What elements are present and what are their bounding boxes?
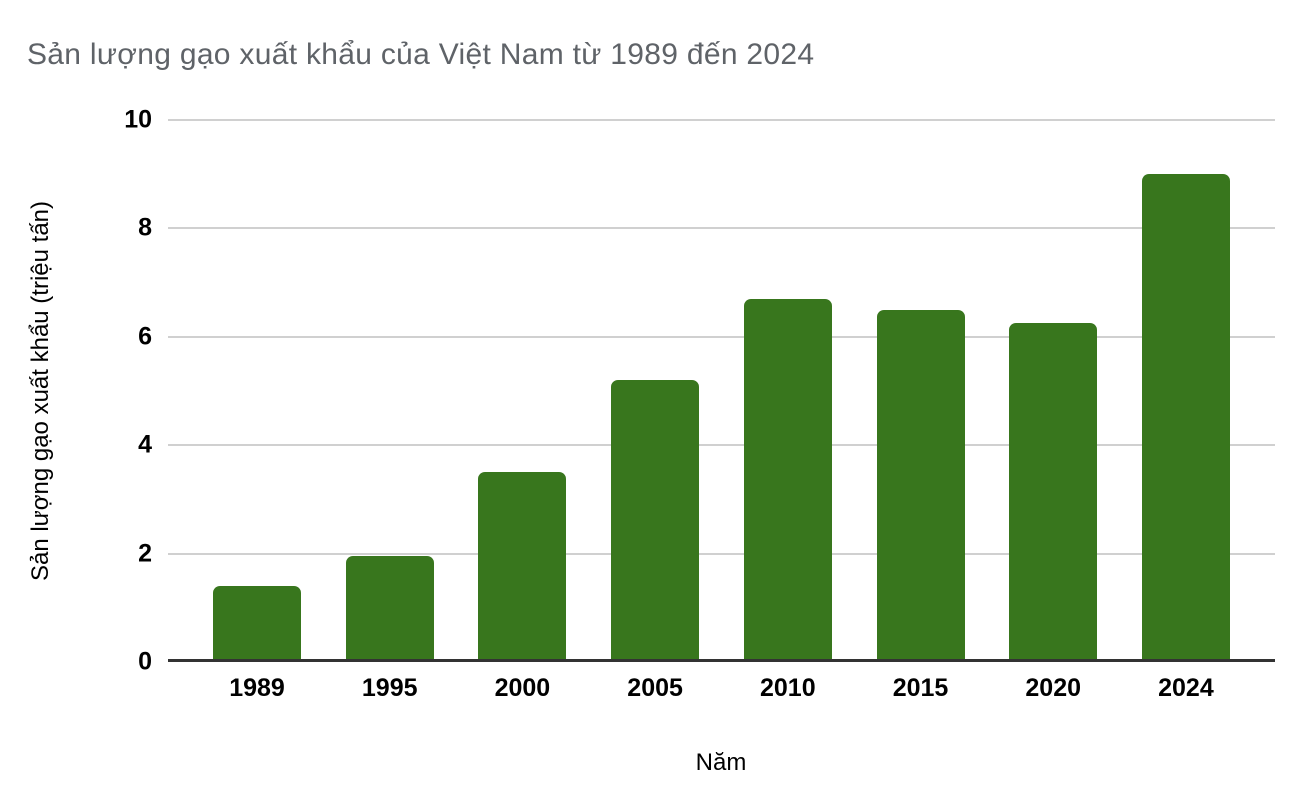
gridline-6 xyxy=(168,335,1275,338)
y-tick-8: 8 xyxy=(138,213,152,242)
x-tick-1989: 1989 xyxy=(229,674,285,702)
gridline-10 xyxy=(168,119,1275,121)
x-axis-title: Năm xyxy=(695,749,747,776)
x-tick-2020: 2020 xyxy=(1025,674,1082,702)
x-axis-labels: 1989 1995 2000 2005 2010 2015 2020 2024 xyxy=(213,672,1230,704)
chart-title: Sản lượng gạo xuất khẩu của Việt Nam từ … xyxy=(27,38,815,71)
gridline-4 xyxy=(168,444,1275,447)
y-axis-title: Sản lượng gạo xuất khẩu (triệu tấn) xyxy=(27,200,54,582)
x-tick-2024: 2024 xyxy=(1158,674,1214,702)
bars-group xyxy=(213,120,1230,662)
bar-2010[interactable] xyxy=(743,298,832,662)
x-tick-2010: 2010 xyxy=(760,674,816,702)
bar-2024[interactable] xyxy=(1141,174,1230,662)
x-axis-line xyxy=(168,659,1275,662)
y-tick-10: 10 xyxy=(124,105,152,134)
y-tick-0: 0 xyxy=(138,647,152,676)
y-tick-6: 6 xyxy=(138,322,152,351)
bar-2020[interactable] xyxy=(1009,323,1098,662)
plot-area: 0 2 4 6 8 10 xyxy=(124,107,1275,674)
bar-1995[interactable] xyxy=(345,556,434,662)
x-tick-2015: 2015 xyxy=(892,674,949,702)
bar-2015[interactable] xyxy=(876,309,965,662)
x-tick-2005: 2005 xyxy=(627,674,683,702)
x-tick-2000: 2000 xyxy=(494,674,551,702)
bar-1989[interactable] xyxy=(213,586,301,662)
gridline-2 xyxy=(168,552,1275,555)
bar-2005[interactable] xyxy=(611,380,700,662)
y-tick-2: 2 xyxy=(138,539,152,568)
gridline-8 xyxy=(168,227,1275,230)
bar-2000[interactable] xyxy=(478,472,567,662)
y-tick-4: 4 xyxy=(138,430,152,459)
x-tick-1995: 1995 xyxy=(361,674,418,702)
